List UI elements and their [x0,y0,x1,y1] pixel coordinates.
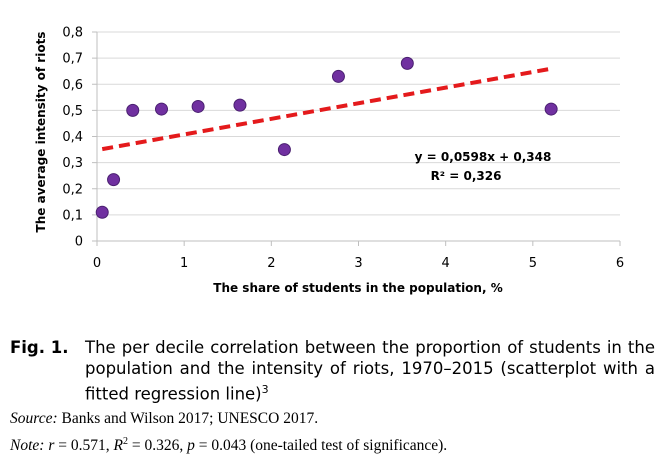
x-tick-label: 4 [442,256,450,271]
data-point [95,205,109,219]
note-line: Note: r = 0.571, R2 = 0.326, p = 0.043 (… [10,436,447,455]
figure-caption: Fig. 1. The per decile correlation betwe… [10,337,655,405]
caption-label: Fig. 1. [10,338,69,357]
y-tick-label: 0,1 [62,208,83,223]
source-text: Banks and Wilson 2017; UNESCO 2017. [57,410,319,427]
source-label: Source: [10,410,58,427]
data-point [331,69,345,83]
x-tick-labels: 0 1 2 3 4 5 6 [93,256,624,271]
y-tick-label: 0,8 [62,26,83,41]
caption-text-block: The per decile correlation between the p… [85,337,655,405]
data-point [544,102,558,116]
note-r-val: = 0.571, [54,437,114,455]
data-point [107,173,121,187]
caption-footnote-mark: 3 [261,383,269,396]
y-tick-labels: 0 0,1 0,2 0,3 0,4 0,5 0,6 0,7 0,8 [62,26,83,250]
data-point [233,98,247,112]
y-tick-label: 0,4 [62,130,83,145]
y-tick-label: 0,2 [62,182,83,197]
regression-trendline [101,66,552,152]
note-r2-sup: 2 [122,436,128,447]
grid-lines [97,31,620,216]
source-line: Source: Banks and Wilson 2017; UNESCO 20… [10,410,318,428]
data-point [126,103,140,117]
caption-text: The per decile correlation between the p… [85,338,655,404]
trendline-equation: y = 0,0598x + 0,348 [415,150,552,164]
x-tick-label: 6 [616,256,624,271]
y-tick-label: 0,6 [62,78,83,93]
note-r-var: r [48,437,55,455]
data-points [95,56,558,219]
x-axis-title: The share of students in the population,… [213,281,502,295]
y-tick-label: 0,5 [62,104,83,119]
trendline-group [101,66,552,152]
data-point [400,56,414,70]
scatter-chart: 0 0,1 0,2 0,3 0,4 0,5 0,6 0,7 0,8 0 1 2 3 4 5 6 y = 0,… [34,26,624,296]
x-tick-label: 3 [354,256,362,271]
y-tick-label: 0 [75,235,83,250]
y-axis-title: The average intensity of riots [34,32,48,233]
y-tick-label: 0,3 [62,156,83,171]
x-tick-label: 5 [529,256,537,271]
data-point [277,143,291,157]
note-r2-val: = 0.326, [127,437,188,455]
note-label: Note: [10,437,45,455]
axes [92,31,621,246]
x-tick-label: 1 [180,256,188,271]
note-p-var: p [187,437,195,455]
note-p-val: = 0.043 (one-tailed test of significance… [194,437,448,455]
x-tick-label: 2 [267,256,275,271]
data-point [191,99,205,113]
x-tick-label: 0 [93,256,101,271]
y-tick-label: 0,7 [62,52,83,67]
data-point [155,102,169,116]
note-r2-var: R [113,437,123,455]
r-squared-label: R² = 0,326 [431,169,502,183]
